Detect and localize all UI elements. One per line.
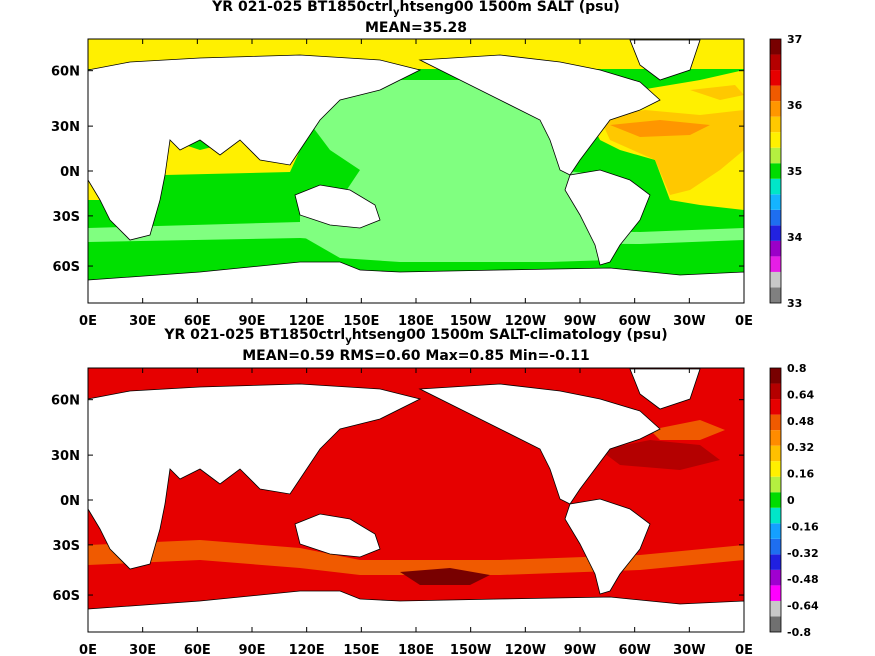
panel1-title: YR 021-025 BT1850ctrlyhtseng00 1500m SAL… — [212, 0, 620, 18]
panel1-stats: MEAN=35.28 — [364, 20, 468, 36]
panel2-title: YR 021-025 BT1850ctrlyhtseng00 1500m SAL… — [164, 327, 668, 346]
panel2-stats: MEAN=0.59 RMS=0.60 Max=0.85 Min=-0.11 — [242, 348, 590, 364]
